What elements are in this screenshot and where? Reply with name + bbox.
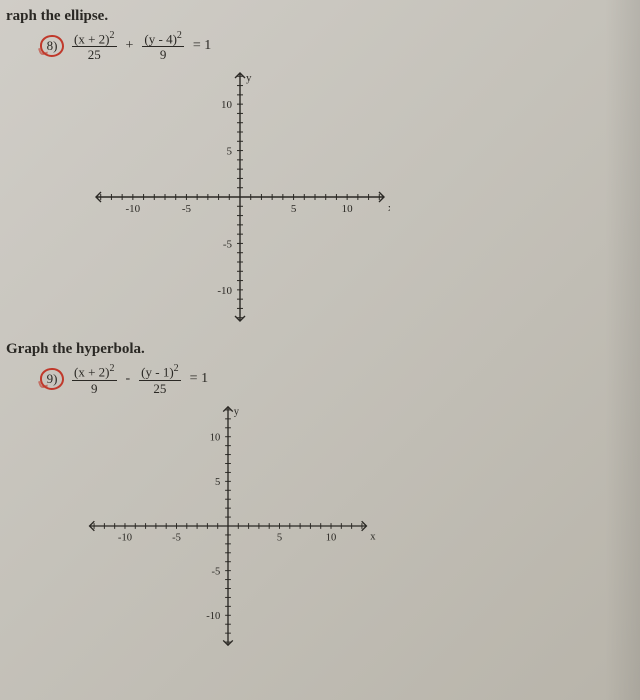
svg-text:-5: -5 (172, 532, 181, 543)
numerator: (y - 4)2 (142, 31, 184, 47)
fraction-term: (y - 1)2 25 (139, 364, 181, 394)
fraction-term: (y - 4)2 9 (142, 31, 184, 61)
svg-text:-10: -10 (206, 611, 220, 622)
svg-text:y: y (234, 406, 240, 417)
plus-op: + (126, 38, 134, 54)
expr: (y - 4) (144, 31, 177, 46)
denominator: 25 (153, 381, 166, 395)
fraction-term: (x + 2)2 25 (72, 31, 117, 61)
numerator: (x + 2)2 (72, 31, 117, 47)
svg-text:-10: -10 (217, 285, 232, 297)
svg-text:5: 5 (227, 146, 233, 158)
coordinate-grid-2: -10 -5 5 10 -10 -5 5 10 x y (78, 401, 378, 651)
svg-text:-10: -10 (118, 532, 132, 543)
minus-op: - (126, 371, 131, 387)
problem-9-equation: 9) (x + 2)2 9 - (y - 1)2 25 = 1 (40, 364, 640, 394)
svg-text:5: 5 (277, 532, 282, 543)
exponent: 2 (110, 363, 115, 374)
denominator: 9 (160, 47, 167, 61)
denominator: 25 (88, 47, 101, 61)
problem-8-equation: 8) (x + 2)2 25 + (y - 4)2 9 = 1 (40, 31, 640, 61)
axes-svg: -10 -5 5 10 -10 -5 5 10 x y (90, 67, 390, 327)
section-heading-ellipse: raph the ellipse. (6, 8, 640, 25)
numerator: (y - 1)2 (139, 364, 181, 380)
exponent: 2 (177, 30, 182, 41)
svg-text:10: 10 (326, 532, 337, 543)
svg-text:x: x (388, 202, 390, 214)
svg-text:x: x (370, 531, 376, 542)
equals: = 1 (190, 371, 208, 387)
expr: (y - 1) (141, 365, 174, 380)
denominator: 9 (91, 381, 98, 395)
fraction-term: (x + 2)2 9 (72, 364, 117, 394)
equals: = 1 (193, 38, 211, 54)
svg-text:10: 10 (221, 99, 233, 111)
svg-text:10: 10 (210, 432, 221, 443)
svg-text:-5: -5 (182, 203, 192, 215)
problem-number-circle: 8) (40, 35, 64, 57)
numerator: (x + 2)2 (72, 364, 117, 380)
axes-svg: -10 -5 5 10 -10 -5 5 10 x y (78, 401, 378, 651)
svg-text:5: 5 (215, 477, 220, 488)
problem-number-circle: 9) (40, 368, 64, 390)
worksheet-page: raph the ellipse. 8) (x + 2)2 25 + (y - … (0, 0, 640, 700)
section-heading-hyperbola: Graph the hyperbola. (6, 341, 640, 358)
svg-text:-5: -5 (223, 239, 233, 251)
coordinate-grid-1: -10 -5 5 10 -10 -5 5 10 x y (90, 67, 390, 327)
expr: (x + 2) (74, 365, 110, 380)
svg-text:-5: -5 (211, 566, 220, 577)
svg-text:-10: -10 (126, 203, 141, 215)
expr: (x + 2) (74, 31, 110, 46)
svg-text:10: 10 (342, 203, 354, 215)
svg-text:y: y (246, 72, 252, 84)
exponent: 2 (110, 30, 115, 41)
exponent: 2 (174, 363, 179, 374)
svg-text:5: 5 (291, 203, 297, 215)
